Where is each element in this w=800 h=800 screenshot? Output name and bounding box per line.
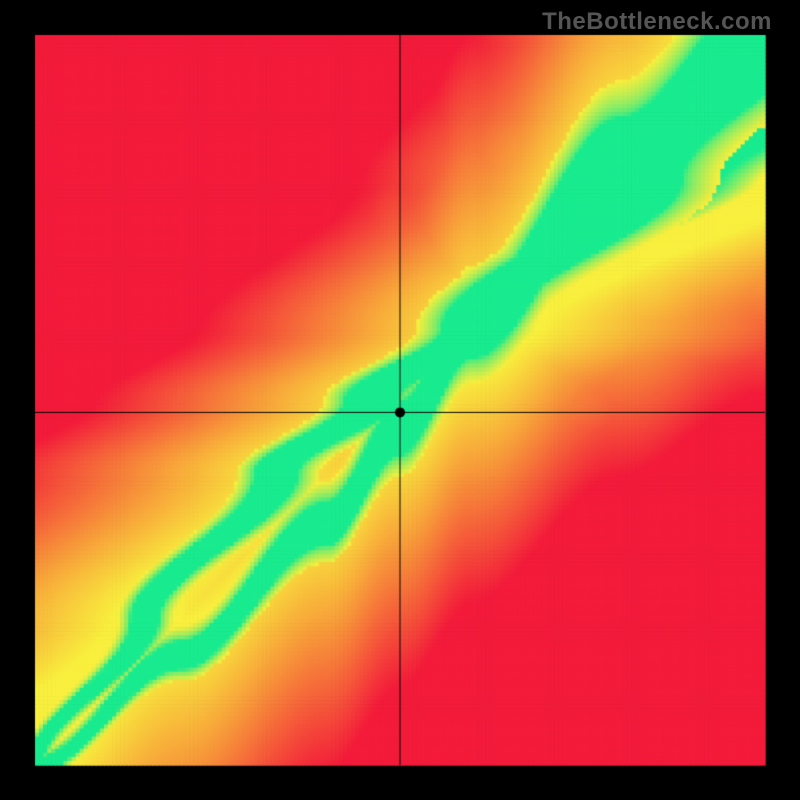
watermark-text: TheBottleneck.com (542, 8, 772, 36)
bottleneck-heatmap (0, 0, 800, 800)
